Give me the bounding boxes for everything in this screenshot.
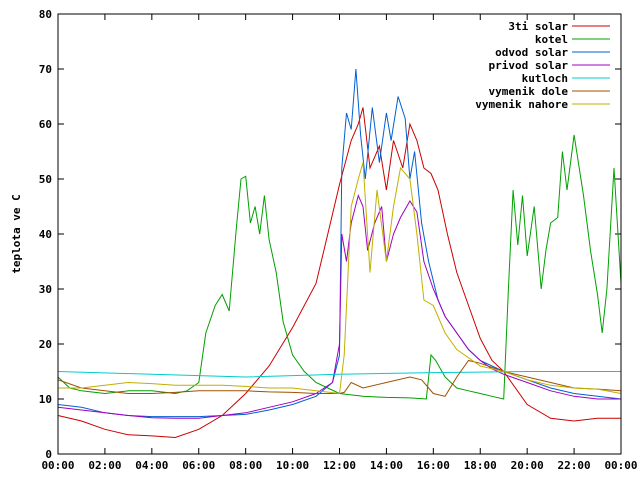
- legend-label: kutloch: [522, 72, 568, 85]
- legend-label: privod solar: [489, 59, 569, 72]
- y-tick-label: 50: [39, 173, 52, 186]
- y-axis-label: teplota ve C: [10, 194, 23, 273]
- x-tick-label: 00:00: [604, 459, 637, 472]
- legend-label: kotel: [535, 33, 568, 46]
- x-tick-label: 08:00: [229, 459, 262, 472]
- legend-label: 3ti solar: [508, 20, 568, 33]
- y-tick-label: 20: [39, 338, 52, 351]
- y-tick-label: 40: [39, 228, 52, 241]
- x-tick-label: 14:00: [370, 459, 403, 472]
- x-tick-label: 16:00: [417, 459, 450, 472]
- x-tick-label: 12:00: [323, 459, 356, 472]
- series-line-vymenik-nahore: [58, 162, 622, 395]
- x-tick-label: 00:00: [41, 459, 74, 472]
- legend-label: vymenik nahore: [475, 98, 568, 111]
- plot-frame: [57, 13, 622, 455]
- y-tick-label: 70: [39, 63, 52, 76]
- legend-label: odvod solar: [495, 46, 568, 59]
- series-line-kotel: [57, 134, 622, 400]
- y-tick-label: 30: [39, 283, 52, 296]
- series-lines: [57, 68, 622, 439]
- axis-ticks: 0 10 20 30 40 50 60 70 80 00:00 02:00 04:00 06:00 08:…: [39, 8, 638, 472]
- series-line-3ti-solar: [57, 107, 621, 439]
- y-tick-label: 80: [39, 8, 52, 21]
- x-tick-label: 02:00: [88, 459, 121, 472]
- x-tick-label: 06:00: [182, 459, 215, 472]
- series-line-kutloch: [57, 371, 621, 378]
- y-tick-label: 0: [45, 448, 52, 461]
- y-tick-label: 60: [39, 118, 52, 131]
- x-tick-label: 20:00: [511, 459, 544, 472]
- x-tick-label: 04:00: [135, 459, 168, 472]
- series-line-privod-solar: [57, 193, 621, 419]
- legend-label: vymenik dole: [489, 85, 569, 98]
- x-tick-label: 18:00: [464, 459, 497, 472]
- x-tick-label: 10:00: [276, 459, 309, 472]
- y-tick-label: 10: [39, 393, 52, 406]
- x-tick-label: 22:00: [558, 459, 591, 472]
